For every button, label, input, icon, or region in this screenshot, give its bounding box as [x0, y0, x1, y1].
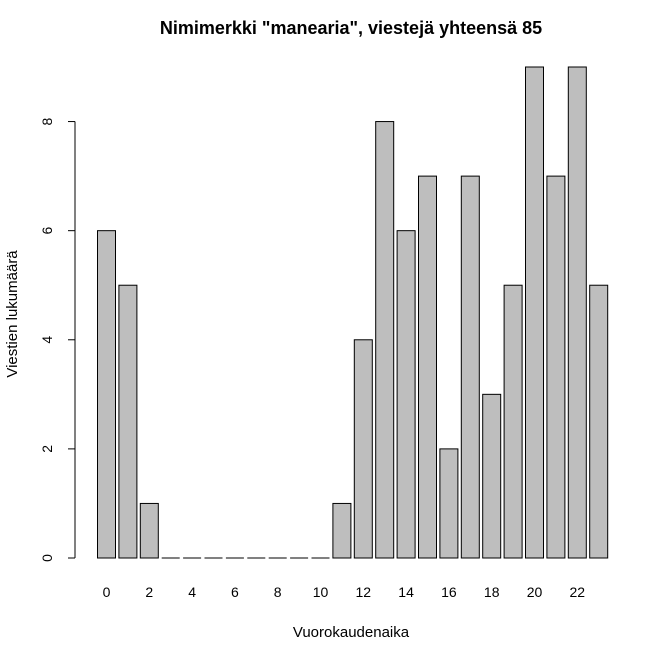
x-tick-label-14: 14 — [398, 584, 414, 600]
y-tick-label-6: 6 — [39, 227, 55, 235]
x-tick-label-18: 18 — [484, 584, 500, 600]
x-axis-ticks: 0 2 4 6 8 10 12 14 16 18 20 22 — [103, 584, 586, 600]
bar-11 — [332, 502, 352, 559]
bar-19 — [503, 284, 523, 559]
bar-0 — [97, 230, 116, 559]
bar-12 — [353, 339, 373, 559]
y-tick-label-0: 0 — [39, 554, 55, 562]
x-tick-label-20: 20 — [527, 584, 543, 600]
chart-title: Nimimerkki "manearia", viestejä yhteensä… — [160, 18, 542, 38]
x-tick-label-6: 6 — [231, 584, 239, 600]
y-tick-label-2: 2 — [39, 445, 55, 453]
x-axis-label: Vuorokaudenaika — [293, 624, 410, 641]
bar-17 — [460, 175, 480, 559]
bar-18 — [482, 393, 502, 559]
y-tick-label-4: 4 — [39, 336, 55, 344]
bar-1 — [118, 284, 138, 559]
bar-20 — [525, 66, 544, 559]
x-tick-label-16: 16 — [441, 584, 457, 600]
y-tick-label-8: 8 — [39, 117, 55, 125]
bars-group — [97, 66, 609, 559]
x-tick-label-0: 0 — [103, 584, 111, 600]
x-tick-label-12: 12 — [356, 584, 372, 600]
bar-15 — [418, 175, 437, 559]
bar-16 — [439, 448, 459, 559]
x-tick-label-2: 2 — [145, 584, 153, 600]
bar-14 — [396, 230, 416, 559]
x-tick-label-8: 8 — [274, 584, 282, 600]
bar-22 — [567, 66, 587, 559]
y-axis-label: Viestien lukumäärä — [4, 250, 21, 378]
x-tick-label-22: 22 — [570, 584, 586, 600]
y-axis: 0 2 4 6 8 — [39, 117, 76, 562]
x-tick-label-10: 10 — [313, 584, 329, 600]
bar-2 — [139, 502, 159, 559]
x-tick-label-4: 4 — [188, 584, 196, 600]
bar-13 — [375, 121, 395, 559]
bar-23 — [589, 284, 609, 559]
bar-21 — [546, 175, 566, 559]
